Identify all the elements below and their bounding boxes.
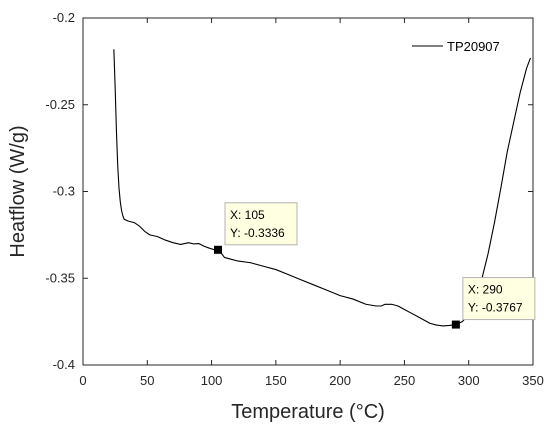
legend: TP20907 xyxy=(408,36,526,56)
x-tick-label: 150 xyxy=(265,373,287,388)
x-tick-label: 50 xyxy=(140,373,154,388)
datatip-layer: X: 105 Y: -0.3336 X: 290 Y: -0.3767 xyxy=(214,202,536,329)
x-axis-ticks: 0 50 100 150 200 250 300 350 xyxy=(79,18,544,388)
datatip-box xyxy=(462,277,536,321)
x-tick-label: 0 xyxy=(79,373,86,388)
y-tick-label: -0.3 xyxy=(53,184,75,199)
x-axis-title: Temperature (°C) xyxy=(231,401,385,423)
y-tick-label: -0.35 xyxy=(45,270,75,285)
x-tick-label: 250 xyxy=(394,373,416,388)
y-axis-title: Heatflow (W/g) xyxy=(7,125,29,257)
datatip-y-label: Y: -0.3336 xyxy=(230,226,285,240)
datatip-x-label: X: 105 xyxy=(230,208,265,222)
legend-label: TP20907 xyxy=(447,39,500,54)
datatip-marker xyxy=(214,245,222,254)
datatip[interactable]: X: 105 Y: -0.3336 xyxy=(214,202,298,254)
y-tick-label: -0.2 xyxy=(53,10,75,25)
legend-box xyxy=(408,36,526,56)
y-tick-label: -0.25 xyxy=(45,97,75,112)
x-tick-label: 200 xyxy=(329,373,351,388)
x-tick-label: 300 xyxy=(458,373,480,388)
datatip-y-label: Y: -0.3767 xyxy=(468,301,523,315)
plot-area xyxy=(82,17,534,366)
datatip-marker xyxy=(451,320,460,329)
datatip-x-label: X: 290 xyxy=(468,283,503,297)
x-tick-label: 350 xyxy=(522,373,544,388)
datatip-box xyxy=(224,202,298,246)
x-tick-label: 100 xyxy=(201,373,223,388)
y-tick-label: -0.4 xyxy=(53,357,75,372)
y-axis-ticks: -0.4 -0.35 -0.3 -0.25 -0.2 xyxy=(45,10,533,372)
datatip[interactable]: X: 290 Y: -0.3767 xyxy=(451,277,536,329)
